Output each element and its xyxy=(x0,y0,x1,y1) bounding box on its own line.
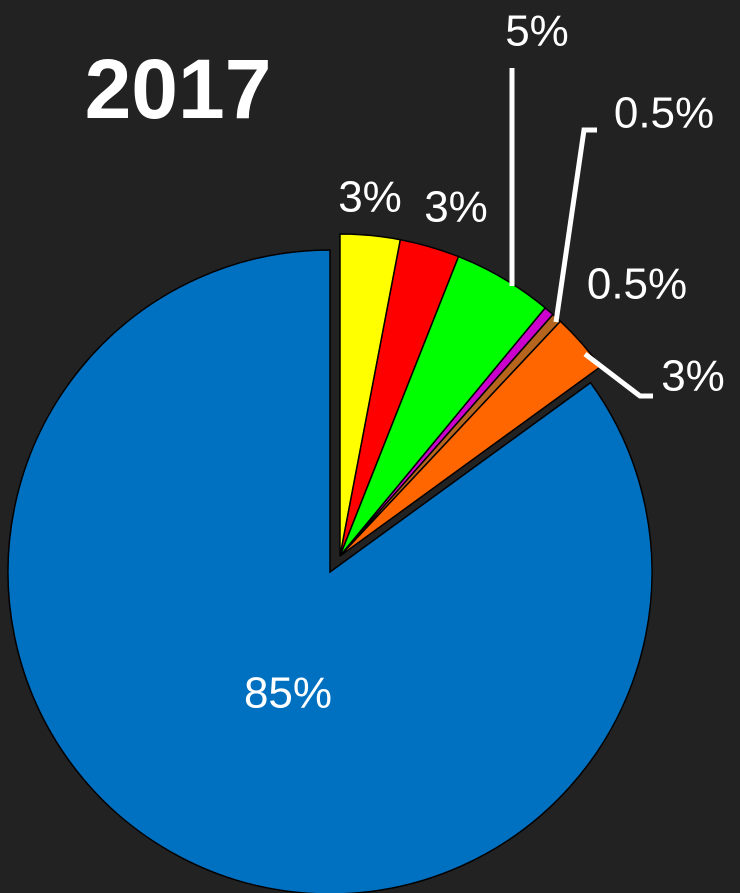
pie-slice xyxy=(7,249,653,893)
data-label: 85% xyxy=(244,669,332,718)
data-label: 3% xyxy=(661,352,725,401)
data-label: 5% xyxy=(505,7,569,56)
data-label: 0.5% xyxy=(587,260,687,309)
chart-title: 2017 xyxy=(85,42,272,136)
data-label: 3% xyxy=(338,173,402,222)
leader-line xyxy=(583,352,653,399)
data-label: 0.5% xyxy=(614,89,714,138)
data-label: 3% xyxy=(424,183,488,232)
leader-line xyxy=(553,127,597,323)
